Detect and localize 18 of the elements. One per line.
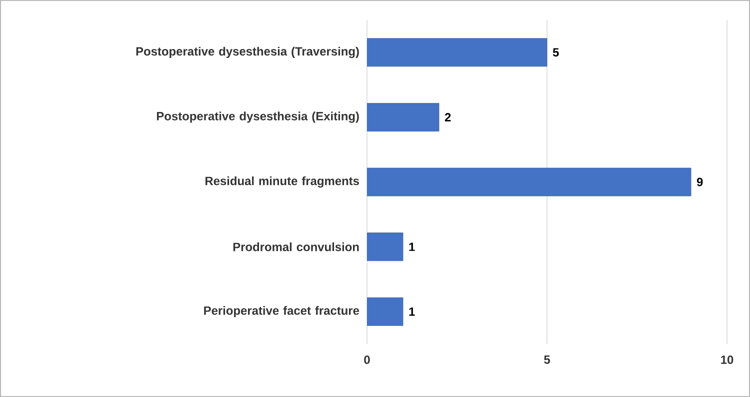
bar [367, 103, 440, 132]
data-label: 1 [409, 242, 415, 251]
data-label: 2 [444, 113, 451, 122]
data-label: 5 [552, 48, 559, 57]
data-label: 9 [696, 178, 703, 186]
bar [367, 168, 692, 196]
y-tick-label: Postoperative dysesthesia (Exiting) [156, 112, 359, 123]
bar [367, 232, 404, 262]
y-tick-label: Postoperative dysesthesia (Traversing) [136, 46, 359, 58]
y-tick-label: Perioperative facet fracture [204, 306, 360, 318]
y-tick-label: Prodromal convulsion [233, 242, 359, 252]
y-tick-label: Residual minute fragments [205, 176, 359, 188]
x-tick-label: 5 [544, 356, 550, 364]
x-tick-label: 10 [721, 356, 734, 364]
x-tick-label: 0 [364, 356, 370, 364]
bar [367, 38, 548, 67]
bar [367, 297, 404, 326]
data-label: 1 [409, 307, 415, 316]
